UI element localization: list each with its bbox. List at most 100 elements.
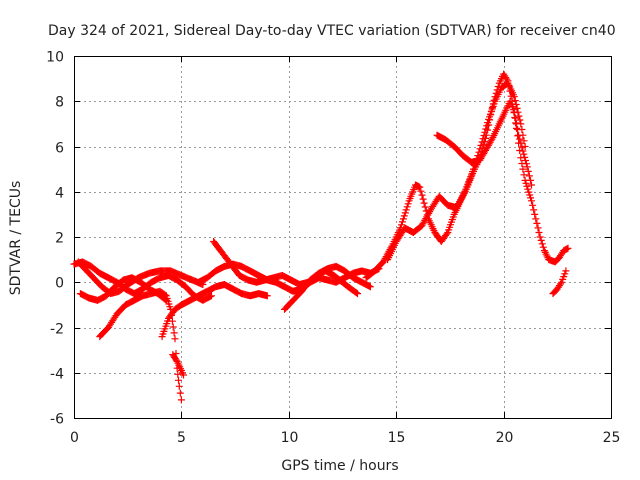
- data-point: [511, 114, 519, 122]
- y-tick-label: 8: [55, 95, 64, 111]
- data-point: [477, 141, 485, 149]
- data-point: [529, 201, 537, 209]
- data-point: [170, 329, 178, 337]
- data-point: [516, 116, 524, 124]
- y-tick-label: 10: [46, 50, 64, 66]
- series-track-5: [158, 281, 271, 341]
- x-tick-label: 20: [496, 430, 514, 446]
- data-point: [480, 132, 488, 139]
- x-tick-labels: 0 5 10 15 20 25: [70, 430, 620, 446]
- series-track-13: [549, 267, 570, 298]
- data-point: [174, 370, 182, 378]
- y-tick-label: 0: [55, 276, 64, 292]
- data-point: [522, 179, 530, 187]
- data-point: [180, 371, 187, 379]
- data-point: [169, 323, 177, 331]
- data-point: [513, 104, 521, 112]
- data-point: [519, 165, 527, 173]
- x-tick-label: 25: [603, 430, 621, 446]
- data-point: [532, 215, 540, 223]
- x-tick-label: 10: [281, 430, 299, 446]
- data-point: [521, 153, 529, 161]
- data-point: [525, 172, 533, 180]
- data-point: [523, 163, 531, 171]
- data-point: [263, 292, 271, 300]
- data-point: [519, 147, 527, 155]
- y-tick-labels: -6 -4 -2 0 2 4 6 8 10: [46, 50, 64, 428]
- y-tick-label: -2: [50, 322, 64, 338]
- y-tick-label: -6: [50, 412, 64, 428]
- y-axis-label: SDTVAR / TECUs: [8, 181, 24, 296]
- data-point: [557, 280, 564, 288]
- data-point: [177, 396, 185, 404]
- data-point: [403, 203, 411, 211]
- data-point: [533, 219, 541, 227]
- data-point: [528, 181, 535, 189]
- data-point: [481, 128, 489, 136]
- data-point: [443, 230, 451, 238]
- data-point: [514, 126, 522, 133]
- series-track-6: [169, 351, 187, 379]
- data-point: [399, 215, 407, 223]
- data-point: [522, 157, 529, 164]
- data-point: [510, 93, 518, 101]
- data-point: [421, 203, 429, 211]
- data-point: [470, 165, 477, 173]
- data-point: [171, 335, 179, 343]
- data-point: [488, 135, 496, 143]
- data-point: [534, 224, 542, 232]
- data-point: [562, 267, 570, 275]
- x-tick-label: 5: [177, 430, 186, 446]
- data-point: [484, 119, 492, 127]
- data-point: [366, 283, 374, 291]
- data-point: [516, 135, 524, 143]
- chart-title: Day 324 of 2021, Sidereal Day-to-day VTE…: [48, 23, 616, 39]
- series-track-9: [281, 262, 374, 313]
- series-track-4: [96, 287, 185, 404]
- data-point: [479, 135, 487, 143]
- data-point: [520, 150, 528, 158]
- data-point: [524, 167, 532, 175]
- series-track-12: [433, 97, 535, 189]
- data-point: [398, 221, 405, 229]
- data-point: [515, 131, 523, 139]
- data-point: [417, 187, 425, 195]
- x-tick-label: 0: [70, 430, 79, 446]
- data-point: [404, 200, 412, 208]
- data-point: [208, 292, 215, 300]
- data-point: [536, 233, 544, 241]
- data-point: [537, 236, 545, 244]
- data-point: [420, 199, 428, 207]
- y-tick-label: 2: [55, 231, 64, 247]
- data-point: [402, 206, 410, 214]
- data-point: [416, 183, 424, 191]
- x-axis-label: GPS time / hours: [281, 458, 398, 474]
- data-point: [476, 145, 484, 153]
- data-point: [530, 206, 538, 214]
- data-point: [539, 243, 547, 251]
- data-point: [522, 160, 530, 168]
- data-point: [510, 109, 518, 117]
- y-tick-label: -4: [50, 367, 64, 383]
- tick-layer: [74, 56, 612, 419]
- data-point: [401, 209, 409, 217]
- data-point: [520, 171, 528, 179]
- data-point: [418, 191, 426, 199]
- data-point: [527, 176, 534, 184]
- data-point: [354, 290, 361, 298]
- data-point: [511, 97, 519, 105]
- data-point: [400, 212, 408, 220]
- data-point: [175, 382, 183, 390]
- y-tick-label: 4: [55, 186, 64, 202]
- data-point: [482, 125, 490, 133]
- data-marks: [70, 70, 572, 404]
- data-point: [513, 120, 520, 128]
- data-point: [564, 244, 572, 252]
- data-point: [538, 240, 546, 248]
- data-point: [517, 139, 525, 147]
- data-point: [483, 122, 491, 130]
- data-point: [518, 143, 526, 151]
- x-tick-label: 15: [388, 430, 406, 446]
